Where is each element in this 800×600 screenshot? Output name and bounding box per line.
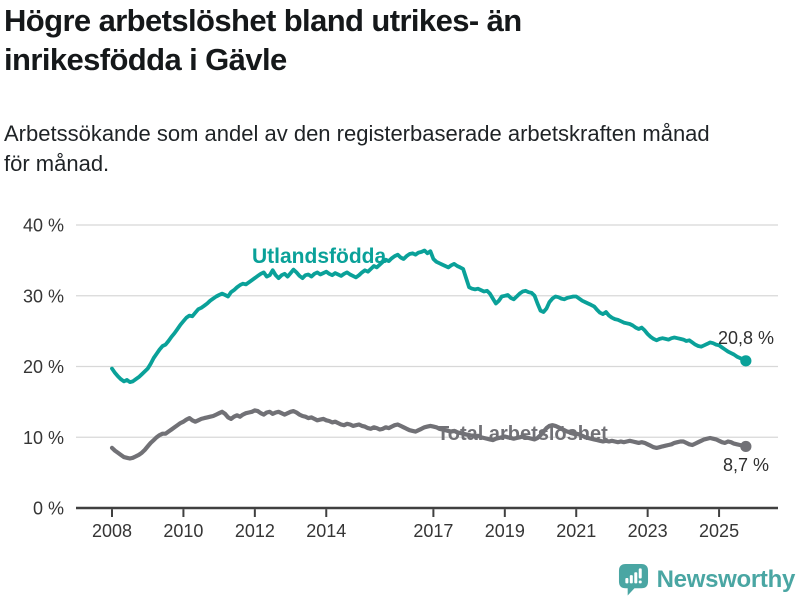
x-axis-tick-label: 2014 — [306, 521, 346, 541]
page-title: Högre arbetslöshet bland utrikes- än inr… — [4, 1, 522, 79]
x-axis-tick-label: 2012 — [235, 521, 275, 541]
x-axis-tick-label: 2021 — [556, 521, 596, 541]
series-end-dot-total — [740, 440, 752, 453]
end-value-label-total: 8,7 % — [723, 455, 770, 475]
subtitle-line-2: för månad. — [4, 151, 110, 176]
series-end-dot-utlandsfodda — [740, 355, 752, 367]
y-axis-tick-label: 0 % — [33, 499, 64, 519]
x-axis-tick-label: 2023 — [628, 521, 668, 541]
title-line-1: Högre arbetslöshet bland utrikes- än — [4, 3, 522, 38]
series-line-total — [109, 408, 749, 461]
newsworthy-logo: Newsworthy — [618, 563, 795, 596]
y-axis-tick-label: 30 % — [23, 286, 64, 306]
title-line-2: inrikesfödda i Gävle — [4, 42, 287, 77]
x-axis-tick-label: 2010 — [163, 521, 203, 541]
y-axis-tick-label: 10 % — [23, 428, 64, 448]
subtitle-line-1: Arbetssökande som andel av den registerb… — [4, 121, 710, 146]
brand-name: Newsworthy — [656, 565, 796, 593]
x-axis-tick-label: 2017 — [413, 521, 453, 541]
x-axis-tick-label: 2025 — [699, 521, 739, 541]
chart-subtitle: Arbetssökande som andel av den registerb… — [4, 119, 710, 179]
end-value-label-utlandsfodda: 20,8 % — [718, 328, 775, 348]
y-axis-tick-label: 40 % — [23, 216, 64, 236]
x-axis-tick-label: 2019 — [485, 521, 525, 541]
x-axis-tick-label: 2008 — [92, 521, 132, 541]
newsworthy-speech-bubble-bar-chart-icon — [618, 564, 648, 596]
series-line-utlandsfodda — [110, 248, 748, 385]
series-label-utlandsfodda: Utlandsfödda — [252, 245, 387, 268]
y-axis-tick-label: 20 % — [23, 357, 64, 377]
series-label-total-arbetsloshet: Total arbetslöshet — [437, 423, 608, 445]
